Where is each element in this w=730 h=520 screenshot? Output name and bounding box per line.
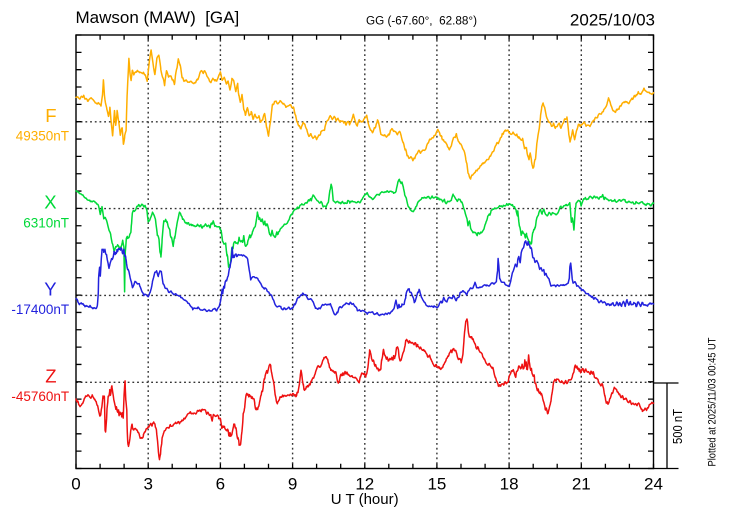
svg-text:6: 6 [216,475,225,494]
svg-text:24: 24 [644,475,663,494]
svg-text:X: X [44,192,56,213]
svg-text:F: F [45,105,56,126]
svg-text:3: 3 [143,475,152,494]
svg-text:6310nT: 6310nT [23,215,69,230]
svg-text:Z: Z [45,365,56,386]
svg-text:-45760nT: -45760nT [11,389,69,404]
svg-text:12: 12 [355,475,374,494]
svg-text:U T (hour): U T (hour) [331,491,399,508]
svg-text:15: 15 [427,475,446,494]
svg-text:49350nT: 49350nT [16,129,69,144]
svg-text:500 nT: 500 nT [670,409,685,444]
svg-text:GG (-67.60°, 62.88°): GG (-67.60°, 62.88°) [366,15,477,27]
svg-text:Y: Y [44,278,56,299]
svg-text:Plotted at 2025/11/03 00:45 UT: Plotted at 2025/11/03 00:45 UT [707,337,719,466]
svg-text:9: 9 [288,475,297,494]
svg-text:18: 18 [500,475,519,494]
svg-text:21: 21 [572,475,591,494]
svg-text:-17400nT: -17400nT [11,302,69,317]
svg-text:0: 0 [71,475,80,494]
svg-text:2025/10/03: 2025/10/03 [570,11,655,30]
svg-text:Mawson (MAW) [GA]: Mawson (MAW) [GA] [76,8,240,27]
